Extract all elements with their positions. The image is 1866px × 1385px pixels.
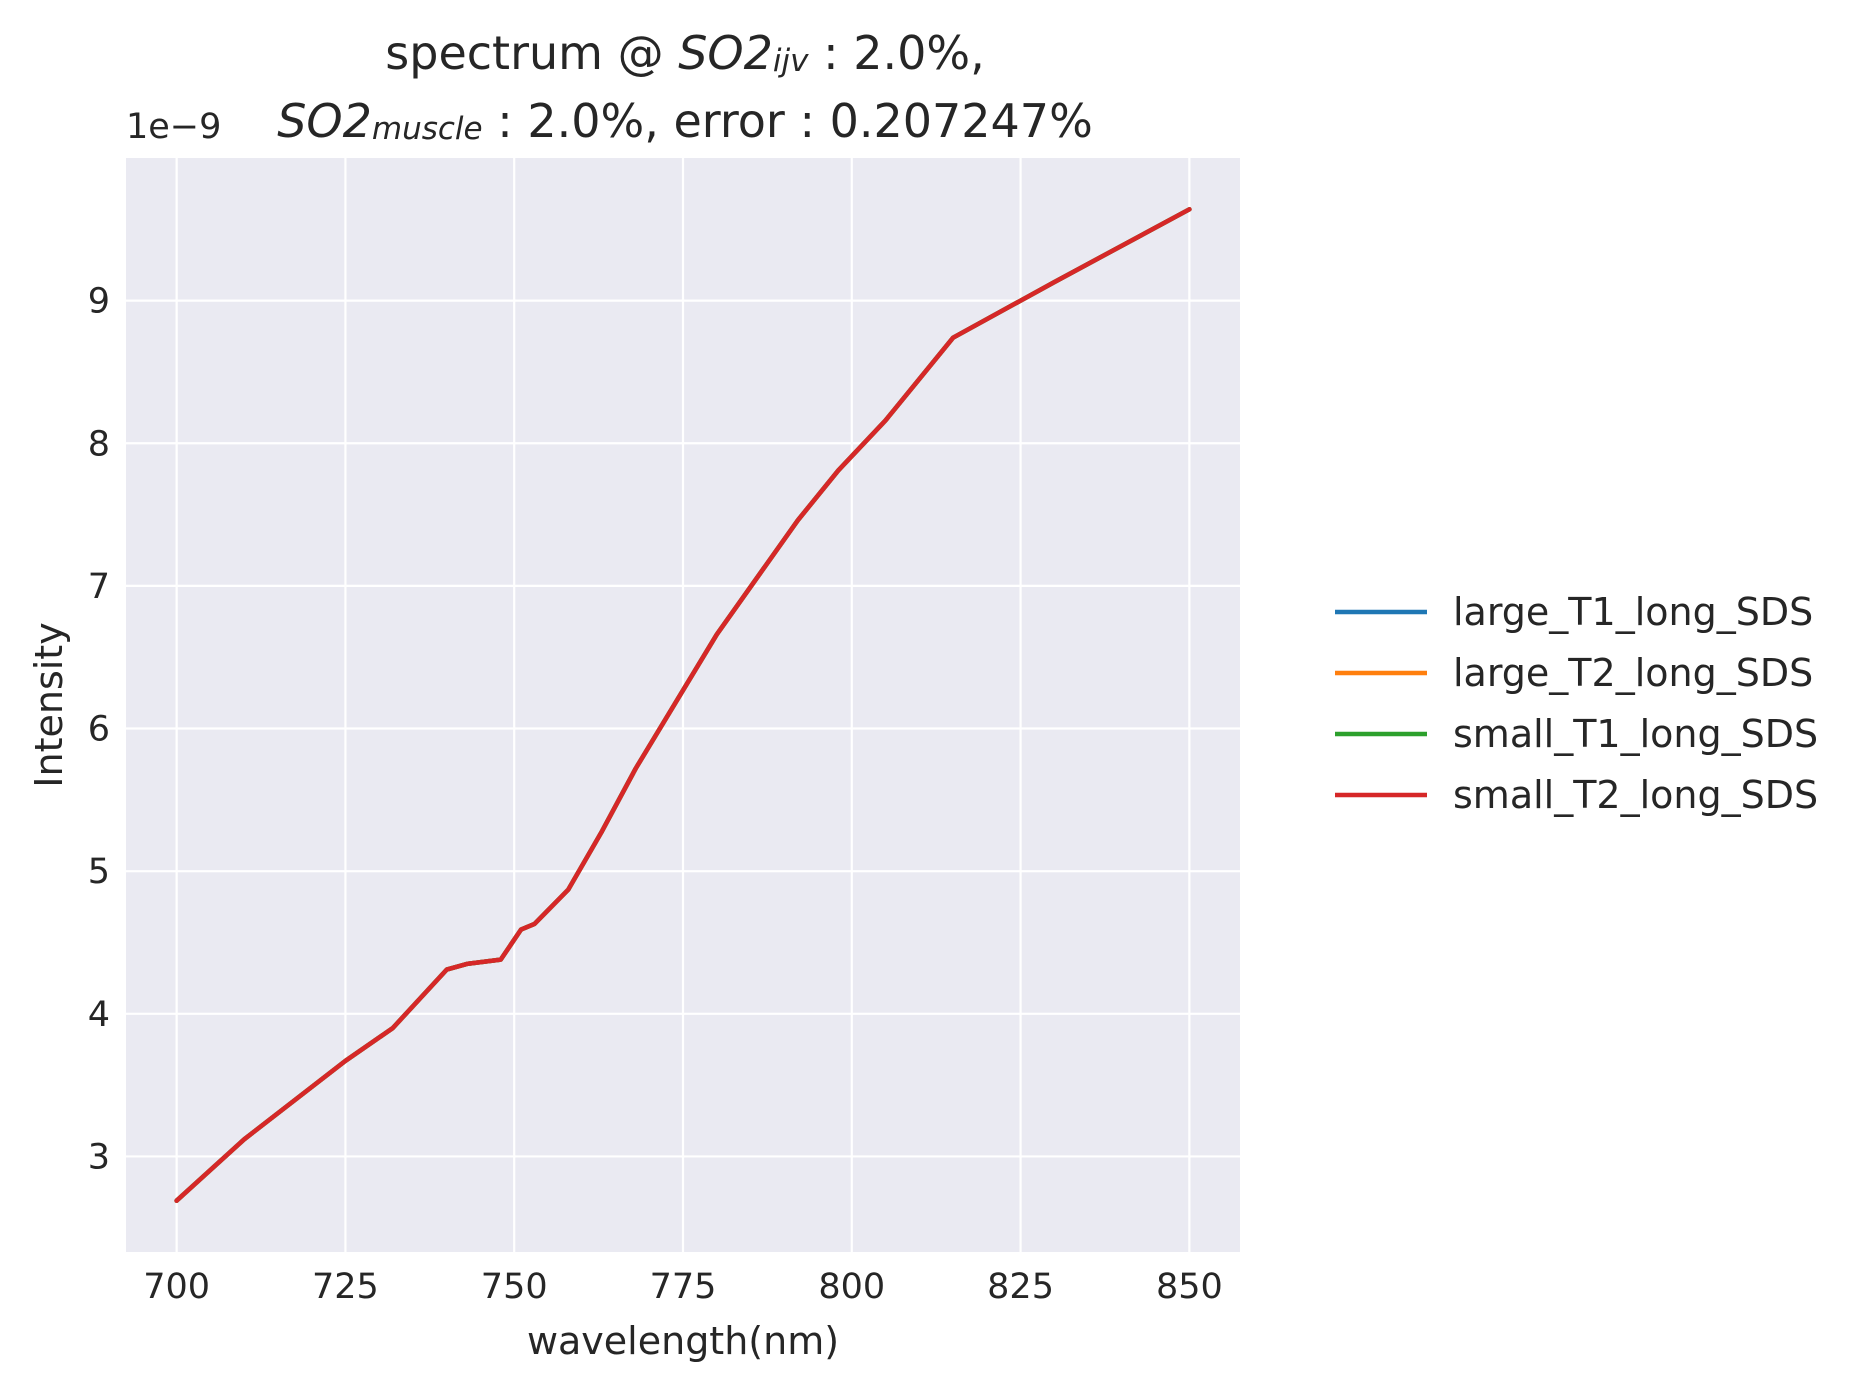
legend-label-small_T1_long_SDS: small_T1_long_SDS bbox=[1453, 712, 1818, 756]
x-tick-label-800: 800 bbox=[818, 1267, 885, 1307]
title-sub-muscle: muscle bbox=[371, 111, 483, 147]
x-tick-label-775: 775 bbox=[650, 1267, 717, 1307]
y-axis-label: Intensity bbox=[27, 622, 71, 787]
grid-lines bbox=[126, 158, 1240, 1252]
chart-title-line-1: spectrum @ SO2ijv : 2.0%, bbox=[0, 22, 1370, 90]
y-tick-label-9: 9 bbox=[88, 282, 110, 322]
x-tick-label-725: 725 bbox=[312, 1267, 379, 1307]
title-math-so2-ijv: SO2 bbox=[678, 26, 773, 80]
tick-labels: 700 725 750 775 800 825 850 3 4 5 6 7 8 9 bbox=[88, 282, 1223, 1307]
x-tick-label-850: 850 bbox=[1156, 1267, 1223, 1307]
legend-label-small_T2_long_SDS: small_T2_long_SDS bbox=[1453, 773, 1818, 817]
title-sub-ijv: ijv bbox=[772, 43, 809, 79]
chart-title: spectrum @ SO2ijv : 2.0%, SO2muscle : 2.… bbox=[0, 22, 1370, 158]
y-tick-label-5: 5 bbox=[88, 852, 110, 892]
series-lines bbox=[174, 207, 1192, 1203]
y-tick-label-3: 3 bbox=[88, 1137, 110, 1177]
y-offset-label: 1e−9 bbox=[126, 107, 221, 147]
legend-label-large_T1_long_SDS: large_T1_long_SDS bbox=[1453, 590, 1813, 634]
y-tick-label-7: 7 bbox=[88, 567, 110, 607]
title-prefix: spectrum @ bbox=[385, 26, 679, 80]
x-tick-label-750: 750 bbox=[481, 1267, 548, 1307]
title-math-so2-muscle: SO2 bbox=[277, 94, 372, 148]
chart-title-line-2: SO2muscle : 2.0%, error : 0.207247% bbox=[0, 90, 1370, 158]
x-axis-label: wavelength(nm) bbox=[527, 1319, 839, 1363]
y-tick-label-8: 8 bbox=[88, 424, 110, 464]
y-tick-label-4: 4 bbox=[88, 995, 110, 1035]
legend: large_T1_long_SDS large_T2_long_SDS small_… bbox=[1335, 590, 1818, 817]
series-line-small_T2_long_SDS bbox=[174, 207, 1192, 1203]
legend-label-large_T2_long_SDS: large_T2_long_SDS bbox=[1453, 651, 1813, 695]
x-tick-label-825: 825 bbox=[987, 1267, 1054, 1307]
x-tick-label-700: 700 bbox=[143, 1267, 210, 1307]
y-tick-label-6: 6 bbox=[88, 710, 110, 750]
title-ijv-value: : 2.0%, bbox=[808, 26, 985, 80]
title-muscle-error: : 2.0%, error : 0.207247% bbox=[482, 94, 1093, 148]
